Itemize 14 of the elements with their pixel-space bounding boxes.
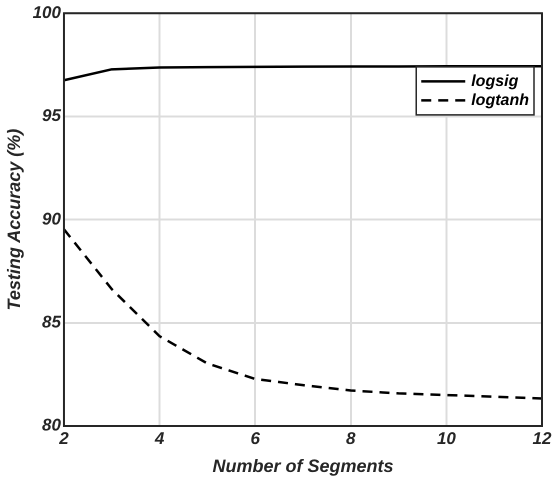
x-tick-label: 8 [346, 428, 356, 448]
x-tick-label: 6 [250, 428, 260, 448]
x-tick-label: 12 [532, 428, 552, 448]
legend-label: logtanh [471, 92, 530, 109]
y-tick-label: 85 [42, 312, 62, 332]
y-tick-label: 90 [42, 209, 62, 228]
y-tick-label: 95 [42, 106, 62, 126]
x-tick-label: 4 [154, 428, 165, 448]
y-axis-title: Testing Accuracy (%) [4, 128, 24, 310]
x-axis-title: Number of Segments [212, 456, 394, 476]
x-tick-label: 10 [436, 428, 456, 448]
y-tick-label: 100 [32, 2, 62, 22]
line-series [64, 228, 542, 400]
legend-label: logsig [471, 72, 519, 90]
